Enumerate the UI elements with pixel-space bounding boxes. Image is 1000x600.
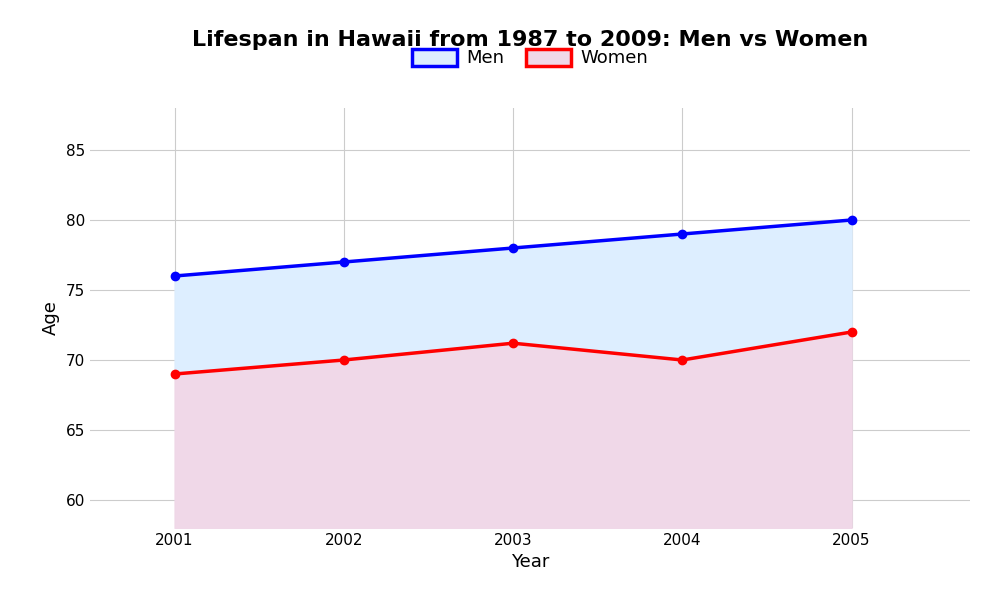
Legend: Men, Women: Men, Women xyxy=(405,41,655,74)
Y-axis label: Age: Age xyxy=(42,301,60,335)
X-axis label: Year: Year xyxy=(511,553,549,571)
Title: Lifespan in Hawaii from 1987 to 2009: Men vs Women: Lifespan in Hawaii from 1987 to 2009: Me… xyxy=(192,29,868,49)
